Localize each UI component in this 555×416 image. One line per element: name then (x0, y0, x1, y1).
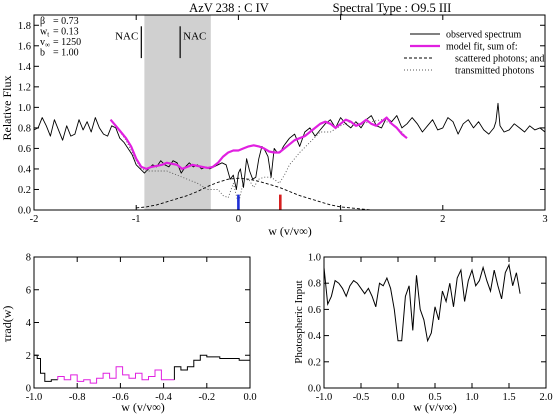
parameter-box: β = 0.73 wt = 0.13v∞ = 1250 b = 1.00 (40, 16, 81, 59)
x-tick-label: -0.2 (198, 392, 215, 403)
tau-right-step-line (173, 354, 250, 380)
photospheric-input-line (323, 263, 521, 343)
y-axis-label: τrad(w) (0, 306, 14, 343)
spectrum-panel: AzV 238 : C IV Spectral Type : O9.5 III … (0, 1, 548, 238)
x-tick-label: 0.5 (428, 392, 441, 403)
x-tick-label: -2 (30, 214, 39, 225)
x-tick-label: -1.0 (316, 392, 333, 403)
y-tick-label: 0.0 (18, 206, 31, 217)
x-tick-label: -0.6 (112, 392, 129, 403)
series-group (34, 354, 250, 384)
x-tick-label: -1 (132, 214, 141, 225)
markers-group: NAC NAC (115, 26, 282, 210)
y-tick-label: 1.2 (18, 82, 31, 93)
param-symbol: wt (40, 27, 49, 39)
y-tick-label: 1.8 (18, 21, 31, 32)
y-tick-label: 0.4 (18, 164, 32, 175)
param-value: = 1.00 (53, 48, 79, 59)
tau-magenta-step-line (57, 366, 175, 384)
y-tick-label: 0.8 (308, 279, 321, 290)
x-tick-label: 2.0 (539, 392, 552, 403)
plot-frame (33, 14, 546, 211)
series-group (33, 102, 546, 211)
y-tick-label: 0.4 (308, 331, 322, 342)
axis-ticks: -1.0 -0.5 0.0 0.5 1.0 1.5 2.0 0.0 0.2 0.4 0.6 0.8 1.… (308, 253, 553, 404)
y-tick-label: 0.2 (18, 185, 31, 196)
param-symbol: v∞ (40, 37, 50, 49)
y-tick-label: 6 (26, 285, 31, 296)
param-value: = 0.73 (53, 16, 79, 27)
axis-ticks: -1.0 -0.8 -0.6 -0.4 -0.2 0.0 0 2 4 6 8 (26, 253, 257, 404)
shaded-region (144, 15, 211, 210)
scattered-photons-line (136, 177, 372, 211)
x-tick-label: -1.0 (26, 392, 43, 403)
tau-panel: -1.0 -0.8 -0.6 -0.4 -0.2 0.0 0 2 4 6 8 w (v/v∞) τr… (0, 253, 257, 415)
nac-label: NAC (183, 31, 206, 43)
x-tick-label: -0.4 (155, 392, 172, 403)
y-tick-label: 1.4 (18, 62, 32, 73)
y-tick-label: 0.8 (18, 123, 31, 134)
x-tick-label: 1.0 (465, 392, 478, 403)
x-axis-label: w (v/v∞) (413, 400, 457, 414)
plot-frame (323, 256, 547, 389)
legend-label: scattered photons; and (455, 54, 544, 65)
x-axis-label: w (v/v∞) (268, 224, 312, 238)
x-tick-label: 0.0 (243, 392, 256, 403)
model-fit-line (109, 116, 408, 170)
y-tick-label: 1.0 (18, 103, 31, 114)
y-tick-label: 0.2 (308, 357, 321, 368)
x-tick-label: 1 (338, 214, 343, 225)
x-tick-label: 2 (440, 214, 445, 225)
nac-label: NAC (115, 31, 138, 43)
y-tick-label: 0.0 (308, 384, 321, 395)
x-tick-label: -0.5 (353, 392, 370, 403)
tau-left-step-line (34, 354, 58, 382)
y-axis-label: Relative Flux (0, 76, 14, 141)
x-tick-label: 1.5 (502, 392, 515, 403)
param-value: = 0.13 (53, 27, 79, 38)
x-tick-label: 0 (236, 214, 241, 225)
y-tick-label: 0.6 (308, 305, 321, 316)
y-tick-label: 0.6 (18, 144, 31, 155)
legend-label: transmitted photons (455, 66, 534, 77)
chart-title-target: AzV 238 : C IV (189, 1, 269, 15)
plot-frame (33, 256, 251, 389)
chart-title-spectral-type: Spectral Type : O9.5 III (333, 1, 452, 15)
x-axis-label: w (v/v∞) (121, 400, 165, 414)
y-tick-label: 8 (26, 253, 31, 264)
y-tick-label: 2 (26, 351, 31, 362)
y-tick-label: 4 (26, 318, 32, 329)
x-tick-label: -0.8 (69, 392, 86, 403)
photospheric-panel: -1.0 -0.5 0.0 0.5 1.0 1.5 2.0 0.0 0.2 0.4 0.6 0.8 1.… (293, 253, 553, 415)
y-tick-label: 0 (26, 384, 31, 395)
y-tick-label: 1.6 (18, 41, 31, 52)
param-value: = 1250 (53, 37, 81, 48)
x-tick-label: 0.0 (391, 392, 404, 403)
y-axis-label: Photospheric Input (293, 280, 305, 363)
observed-spectrum-line (33, 102, 546, 190)
param-symbol: b (40, 48, 45, 59)
shaded-absorption-band (144, 15, 211, 210)
legend-label: model fit, sum of: (446, 42, 518, 53)
x-tick-label: 3 (542, 214, 547, 225)
y-tick-label: 1.0 (308, 253, 321, 264)
param-symbol: β (40, 16, 45, 27)
series-group (323, 263, 521, 343)
legend-label: observed spectrum (446, 30, 521, 41)
